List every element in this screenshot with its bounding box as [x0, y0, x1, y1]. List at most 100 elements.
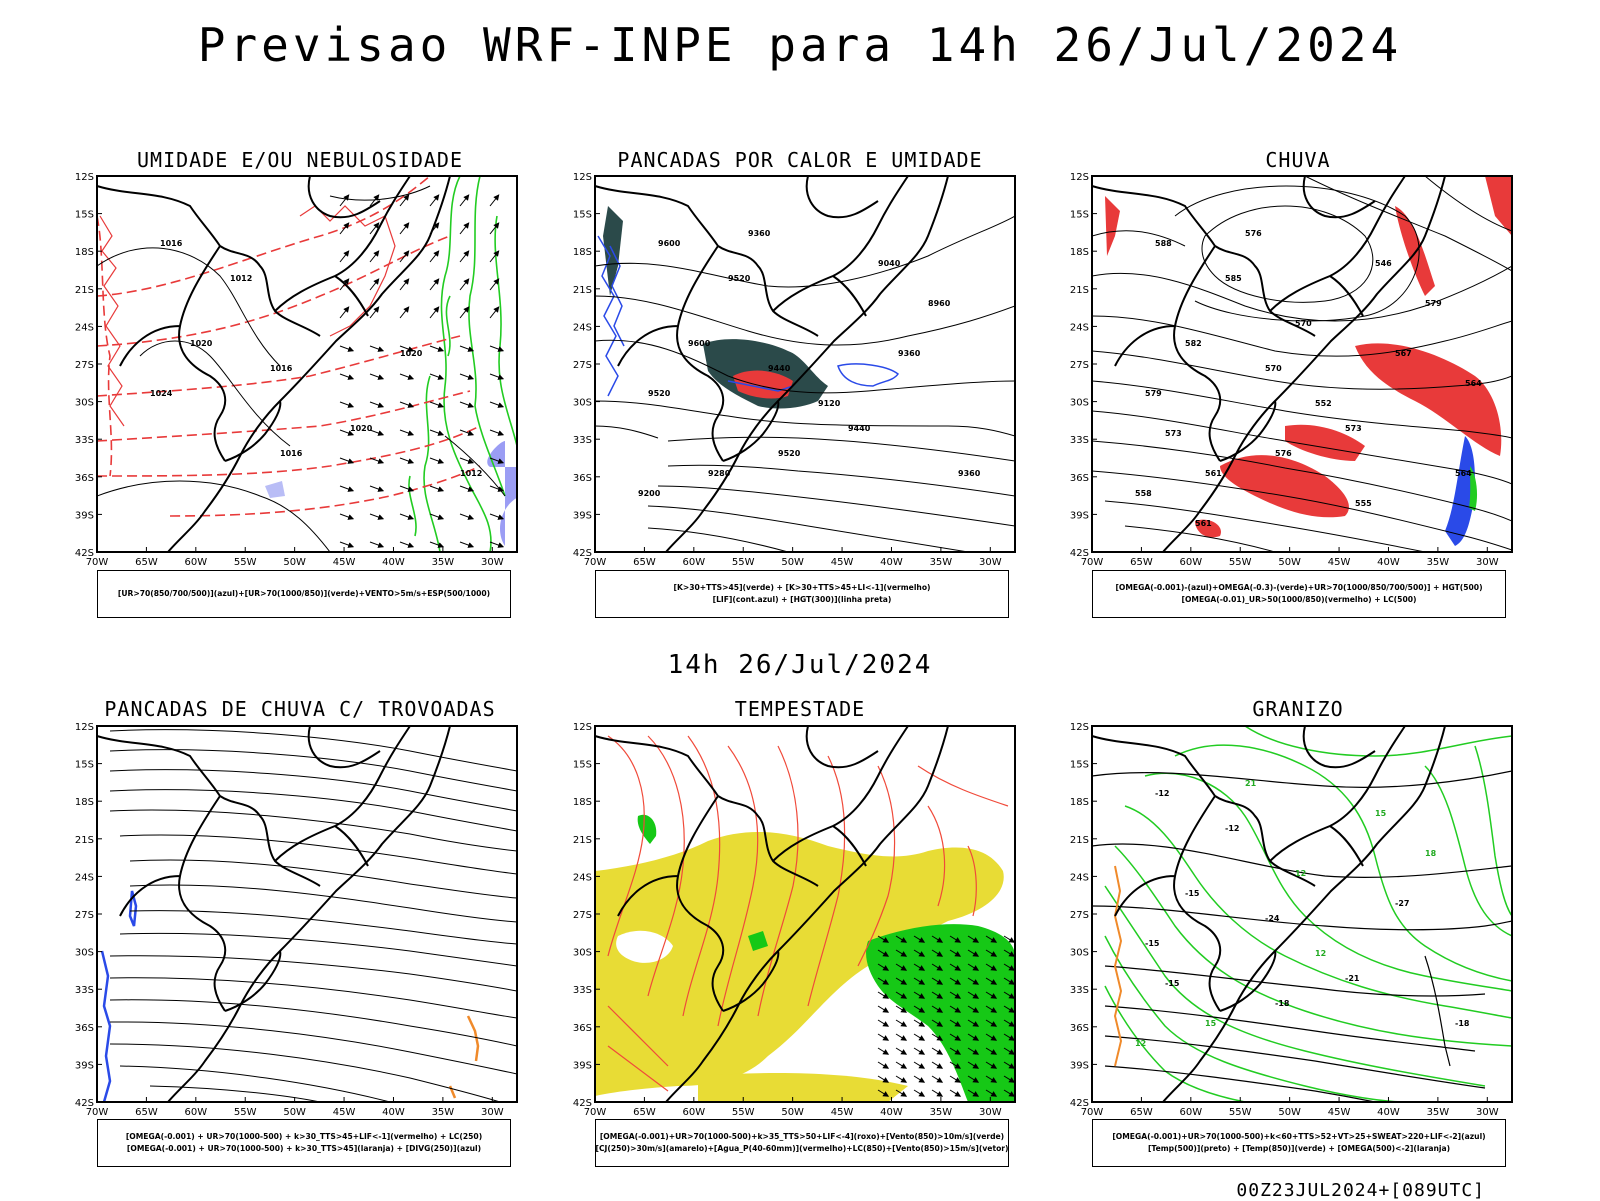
wind-arrow [895, 1047, 908, 1055]
wind-arrow [913, 1061, 926, 1069]
wind-arrow [895, 1019, 908, 1027]
wind-arrow [339, 457, 355, 464]
wind-arrow [931, 1019, 944, 1027]
latitude-tick-label: 15S [75, 210, 94, 221]
wind-arrow [489, 373, 505, 380]
wind-arrow [459, 278, 470, 291]
latitude-tick-label: 39S [75, 1060, 94, 1071]
latitude-tick-label: 30S [573, 398, 592, 409]
contour-label: -15 [1185, 889, 1200, 898]
latitude-tick-label: 18S [75, 247, 94, 258]
legend-line-2: [OMEGA(-0.01)_UR>50(1000/850)(vermelho) … [1181, 595, 1417, 604]
wind-arrow [949, 935, 962, 943]
wind-arrow [913, 1005, 926, 1013]
longitude-tick-label: 40W [880, 557, 903, 568]
green-humidity-contours [408, 176, 517, 552]
panel-3-title: CHUVA [1265, 148, 1331, 172]
latitude-tick-label: 36S [1070, 1023, 1089, 1034]
wind-arrow [399, 513, 415, 520]
wind-arrow [399, 194, 410, 207]
legend-line-2: [OMEGA(-0.001) + UR>70(1000-500) + k>30_… [126, 1144, 482, 1153]
contour-label: -12 [1155, 789, 1169, 798]
wind-arrow [1003, 1075, 1015, 1083]
latitude-tick-label: 12S [75, 172, 94, 183]
latitude-tick-label: 18S [1070, 247, 1089, 258]
latitude-tick-label: 18S [1070, 797, 1089, 808]
latitude-tick-label: 36S [573, 473, 592, 484]
wind-arrow [429, 373, 445, 380]
latitude-tick-label: 24S [573, 322, 592, 333]
wind-arrow [877, 991, 890, 999]
panel-2-map[interactable]: 9600 9520 9600 9520 9520 9440 9440 9360 9360 9280… [548, 172, 1018, 572]
wind-arrow [985, 1005, 998, 1013]
wind-arrow [489, 194, 500, 207]
wind-arrow [985, 963, 998, 971]
longitude-tick-label: 30W [979, 557, 1002, 568]
legend-line-2: [LIF](cont.azul) + [HGT(300)](linha pret… [712, 595, 892, 604]
panel-3-map[interactable]: 588 585 582 579 576 573 570 567 564 561 558 552 546 5… [1045, 172, 1515, 572]
panel-1-map[interactable]: 1016 1012 1020 1024 1016 1020 1016 1020 1012 12S… [50, 172, 520, 572]
wind-arrow [877, 1033, 890, 1041]
wind-arrow [369, 345, 385, 352]
wind-arrow [429, 278, 440, 291]
longitude-tick-label: 70W [584, 1107, 607, 1118]
orange-instability-area [448, 1015, 480, 1099]
contour-label: 8960 [928, 299, 951, 308]
wind-arrow [931, 949, 944, 957]
wind-arrow [967, 1061, 980, 1069]
latitude-tick-label: 39S [75, 510, 94, 521]
latitude-tick-label: 27S [1070, 910, 1089, 921]
contour-label: 573 [1165, 429, 1182, 438]
longitude-tick-label: 60W [683, 557, 706, 568]
wind-arrow [913, 935, 926, 943]
contour-label: 564 [1465, 379, 1482, 388]
longitude-tick-label: 50W [781, 1107, 804, 1118]
wind-arrow [1003, 1061, 1015, 1069]
wind-arrow [429, 457, 445, 464]
legend-line-1: [OMEGA(-0.001)+UR>70(1000-500)+k<60+TTS>… [1112, 1132, 1486, 1141]
wind-arrow [895, 1089, 908, 1097]
longitude-tick-label: 30W [1476, 557, 1499, 568]
longitude-tick-label: 55W [732, 1107, 755, 1118]
legend-line-1: [UR>70(850/700/500)](azul)+[UR>70(1000/8… [117, 589, 491, 598]
panel-6-map[interactable]: -12-12-15-15-18-21-24-27-181512121518211… [1045, 722, 1515, 1122]
wind-arrow [399, 401, 415, 408]
wind-arrow [895, 935, 908, 943]
longitude-tick-label: 50W [1278, 557, 1301, 568]
wind-arrow [895, 949, 908, 957]
longitude-tick-label: 70W [86, 557, 109, 568]
wind-arrow [913, 991, 926, 999]
wind-vectors [339, 194, 505, 548]
latitude-tick-label: 39S [1070, 510, 1089, 521]
wind-arrow [369, 457, 385, 464]
contour-label: 12 [1315, 949, 1326, 958]
wind-arrow [369, 373, 385, 380]
latitude-tick-label: 30S [1070, 948, 1089, 959]
contour-label: -24 [1265, 914, 1280, 923]
latitude-tick-label: 39S [573, 1060, 592, 1071]
contour-label: -18 [1275, 999, 1290, 1008]
coastline-borders [1091, 175, 1446, 553]
wind-arrow [459, 429, 475, 436]
longitude-tick-label: 35W [432, 557, 455, 568]
latitude-tick-label: 27S [573, 360, 592, 371]
contour-label: -27 [1395, 899, 1409, 908]
latitude-tick-label: 15S [1070, 760, 1089, 771]
longitude-tick-label: 60W [1180, 557, 1203, 568]
wind-arrow [489, 485, 505, 492]
contour-labels: 1016 1012 1020 1024 1016 1020 1016 1020 1012 [150, 239, 482, 478]
wind-arrow [429, 401, 445, 408]
wind-arrow [369, 306, 380, 319]
longitude-tick-label: 40W [1377, 557, 1400, 568]
wind-arrow [949, 1005, 962, 1013]
contour-label: 552 [1315, 399, 1332, 408]
legend-line-1: [OMEGA(-0.001)-(azul)+OMEGA(-0.3)-(verde… [1115, 583, 1483, 592]
wind-arrow [895, 991, 908, 999]
wind-arrow [931, 935, 944, 943]
contour-label: 1012 [230, 274, 252, 283]
wind-arrow [399, 485, 415, 492]
wind-arrow [949, 1033, 962, 1041]
latitude-tick-label: 12S [75, 722, 94, 733]
